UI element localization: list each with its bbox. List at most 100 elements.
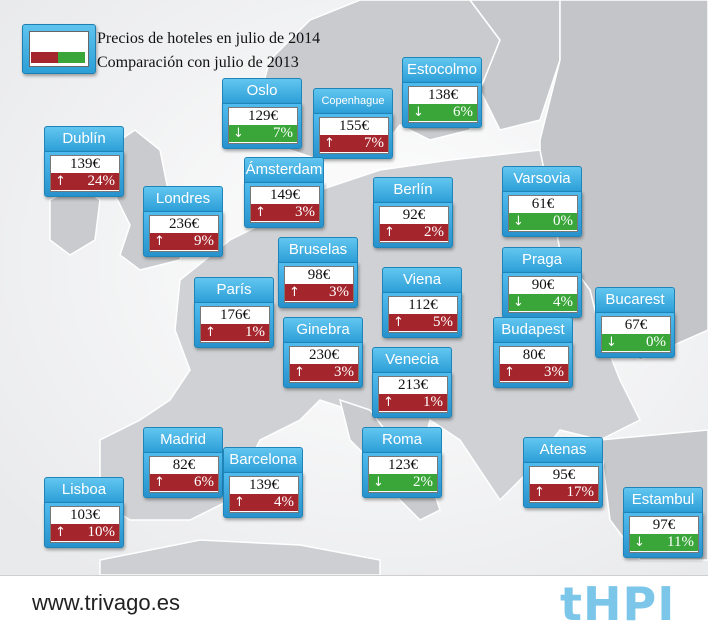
hotel-price: 67€: [624, 317, 648, 333]
city-name: Ginebra: [283, 317, 363, 342]
city-card: Lisboa 103€ ↑ 10%: [44, 477, 124, 548]
city-card-body: 155€ ↑ 7%: [313, 113, 393, 159]
city-card-body: 82€ ↑ 6%: [143, 452, 223, 498]
arrow-up-icon: ↑: [393, 315, 404, 330]
price-change-badge: ↑ 3%: [285, 284, 353, 301]
price-change-badge: ↑ 24%: [51, 173, 119, 190]
city-card-body: 129€ ↓ 7%: [222, 103, 302, 149]
change-percent: 2%: [413, 474, 433, 490]
change-percent: 7%: [364, 135, 384, 151]
hotel-price: 61€: [531, 196, 555, 212]
hotel-price: 213€: [398, 377, 428, 393]
legend-line-1: Precios de hoteles en julio de 2014: [97, 30, 321, 47]
price-change-badge: ↓ 0%: [509, 213, 577, 230]
city-name: Praga: [502, 247, 582, 272]
change-percent: 4%: [553, 294, 573, 310]
hotel-price: 139€: [70, 156, 100, 172]
hotel-price: 82€: [172, 457, 196, 473]
change-percent: 24%: [87, 173, 116, 189]
arrow-up-icon: ↑: [384, 225, 395, 240]
hotel-price: 80€: [522, 347, 546, 363]
city-card: Berlín 92€ ↑ 2%: [373, 177, 453, 248]
city-name: Atenas: [523, 437, 603, 462]
city-card-body: 61€ ↓ 0%: [502, 191, 582, 237]
legend-line-2: Comparación con julio de 2013: [97, 54, 299, 71]
price-change-badge: ↑ 17%: [530, 484, 598, 501]
price-change-badge: ↑ 4%: [230, 494, 298, 511]
hotel-price: 139€: [249, 477, 279, 493]
city-card: Praga 90€ ↓ 4%: [502, 247, 582, 318]
hotel-price: 176€: [220, 307, 250, 323]
price-change-badge: ↓ 6%: [409, 104, 477, 121]
arrow-up-icon: ↑: [55, 174, 66, 189]
city-card-body: 67€ ↓ 0%: [595, 312, 675, 358]
city-card-body: 123€ ↓ 2%: [362, 452, 442, 498]
city-card: París 176€ ↑ 1%: [194, 277, 274, 348]
hotel-price: 92€: [402, 207, 426, 223]
hotel-price: 236€: [169, 216, 199, 232]
change-percent: 17%: [566, 484, 595, 500]
city-name: Varsovia: [502, 166, 582, 191]
price-change-badge: ↑ 6%: [150, 474, 218, 491]
footer-divider: [0, 575, 708, 576]
change-percent: 7%: [273, 125, 293, 141]
city-card-body: 138€ ↓ 6%: [402, 82, 482, 128]
change-percent: 11%: [667, 534, 694, 550]
city-card: Estocolmo 138€ ↓ 6%: [402, 57, 482, 128]
price-change-badge: ↓ 0%: [602, 334, 670, 351]
city-card-body: 80€ ↑ 3%: [493, 342, 573, 388]
city-card: Roma 123€ ↓ 2%: [362, 427, 442, 498]
arrow-down-icon: ↓: [373, 475, 384, 490]
city-name: Ámsterdam: [244, 157, 324, 182]
city-card-body: 103€ ↑ 10%: [44, 502, 124, 548]
city-card: Viena 112€ ↑ 5%: [382, 267, 462, 338]
city-name: Estocolmo: [402, 57, 482, 82]
change-percent: 5%: [433, 314, 453, 330]
change-percent: 1%: [423, 394, 443, 410]
change-percent: 3%: [544, 364, 564, 380]
hotel-price: 149€: [270, 187, 300, 203]
city-name: Budapest: [493, 317, 573, 342]
hotel-price: 129€: [248, 108, 278, 124]
city-card: Varsovia 61€ ↓ 0%: [502, 166, 582, 237]
arrow-up-icon: ↑: [383, 395, 394, 410]
city-card-body: 139€ ↑ 24%: [44, 151, 124, 197]
hotel-price: 95€: [552, 467, 576, 483]
city-name: Oslo: [222, 78, 302, 103]
price-change-badge: ↑ 3%: [251, 204, 319, 221]
change-percent: 0%: [553, 213, 573, 229]
hotel-price: 98€: [307, 267, 331, 283]
city-card: Bucarest 67€ ↓ 0%: [595, 287, 675, 358]
city-card: Copenhague 155€ ↑ 7%: [313, 88, 393, 159]
city-card-body: 236€ ↑ 9%: [143, 211, 223, 257]
change-percent: 3%: [334, 364, 354, 380]
city-card-body: 139€ ↑ 4%: [223, 472, 303, 518]
price-change-badge: ↑ 9%: [150, 233, 218, 250]
city-card: Londres 236€ ↑ 9%: [143, 186, 223, 257]
arrow-down-icon: ↓: [513, 214, 524, 229]
city-card: Ámsterdam 149€ ↑ 3%: [244, 157, 324, 228]
price-change-badge: ↑ 2%: [380, 224, 448, 241]
change-percent: 4%: [274, 494, 294, 510]
price-change-badge: ↓ 11%: [630, 534, 698, 551]
arrow-up-icon: ↑: [55, 525, 66, 540]
footer-url: www.trivago.es: [32, 590, 180, 615]
legend-swatch-increase: [31, 52, 58, 63]
arrow-up-icon: ↑: [289, 285, 300, 300]
city-name: Viena: [382, 267, 462, 292]
city-card-body: 230€ ↑ 3%: [283, 342, 363, 388]
city-name: Copenhague: [313, 88, 393, 113]
city-card-body: 90€ ↓ 4%: [502, 272, 582, 318]
change-percent: 3%: [329, 284, 349, 300]
arrow-down-icon: ↓: [606, 335, 617, 350]
city-name: Roma: [362, 427, 442, 452]
city-card: Barcelona 139€ ↑ 4%: [223, 447, 303, 518]
hotel-price: 112€: [408, 297, 438, 313]
city-card: Madrid 82€ ↑ 6%: [143, 427, 223, 498]
arrow-up-icon: ↑: [205, 325, 216, 340]
arrow-up-icon: ↑: [294, 365, 305, 380]
arrow-up-icon: ↑: [234, 495, 245, 510]
city-card-body: 97€ ↓ 11%: [623, 512, 703, 558]
change-percent: 6%: [453, 104, 473, 120]
